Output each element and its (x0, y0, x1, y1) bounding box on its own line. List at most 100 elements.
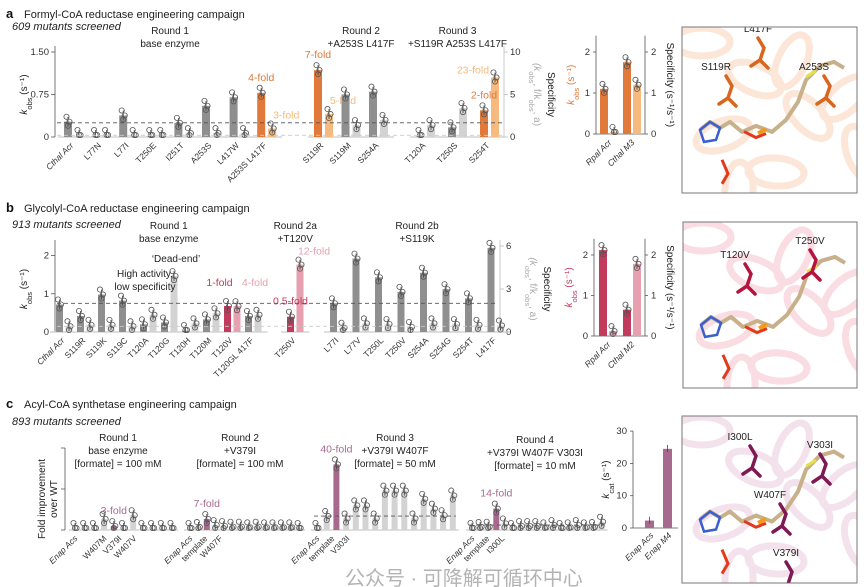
data-point (287, 317, 294, 324)
round-title: [formate] = 50 mM (354, 459, 435, 470)
x-tick-label: S254T (467, 140, 492, 165)
data-point (440, 516, 447, 523)
round-group: Round 1 base enzyme Cthal AcrS119RS119KS11… (35, 221, 268, 379)
fold-label: 3-fold (101, 505, 127, 517)
fold-bar (493, 508, 500, 530)
chart-c: Fold improvementover WT Round 1 base enzym… (37, 433, 608, 566)
data-point (485, 525, 492, 532)
data-point (252, 518, 259, 525)
data-point (354, 502, 361, 509)
mutants-screened: 609 mutants screened (12, 21, 122, 33)
kobs-bar (119, 115, 128, 137)
data-point (419, 490, 426, 497)
x-tick-label: L77V (342, 335, 363, 356)
kobs-replicates (598, 242, 608, 258)
kobs-bar (442, 289, 450, 332)
round-group: Round 4 +V379I W407F V303I [formate] = 10 … (444, 435, 608, 566)
data-point (122, 525, 129, 532)
data-point (204, 102, 211, 109)
data-point (524, 518, 531, 525)
kobs-replicates (373, 269, 383, 285)
kobs-replicates (415, 127, 425, 138)
specificity-replicates (608, 323, 618, 337)
data-point (331, 456, 338, 463)
y-axis-label: kobs (s⁻¹) (19, 74, 34, 114)
data-point (343, 519, 350, 526)
fold-bar (343, 518, 350, 530)
data-point (254, 315, 261, 322)
round-title: Round 2a (274, 221, 318, 232)
kobs-replicates (622, 54, 632, 70)
panel-header-b: b Glycolyl-CoA reductase engineering camp… (6, 200, 250, 231)
residue-sticks (801, 248, 822, 282)
data-point (118, 292, 125, 299)
data-point (246, 312, 253, 319)
kobs-replicates (463, 290, 473, 306)
round-group: Round 3+V379I W407F[formate] = 50 mMEnap… (289, 433, 459, 566)
specificity-replicates (324, 106, 334, 122)
kobs-bar (64, 121, 72, 137)
y2-formula: (kobs, f/kobs, a) (524, 257, 539, 320)
fold-replicates (89, 520, 99, 532)
panel-header-c: c Acyl-CoA synthetase engineering campaig… (6, 396, 237, 428)
fold-label-kobs: 4-fold (248, 72, 274, 84)
x-tick-label: S119C (104, 335, 129, 360)
helix-ribbon (841, 122, 857, 184)
axis-label-part: , a) (531, 112, 542, 126)
residue-label: T250V (795, 236, 825, 247)
axis-label-part: (k (527, 257, 538, 266)
data-point (172, 273, 179, 280)
fold-replicates (261, 519, 271, 532)
data-point (449, 496, 456, 503)
round-title: +T120V (278, 234, 314, 245)
data-point (118, 107, 125, 114)
fold-replicates (419, 490, 429, 506)
data-point (532, 518, 539, 525)
chart-a: 0 0.75 1.50 0 5 10 Specificity Round 1 base enzy… (31, 26, 557, 184)
specificity-replicates (428, 315, 438, 331)
round-title: Round 1 (151, 26, 189, 37)
data-point (255, 523, 262, 530)
data-point (233, 307, 240, 314)
data-point (105, 131, 112, 138)
data-point (63, 113, 70, 120)
data-point (229, 89, 236, 96)
data-point (91, 525, 98, 532)
residue-sticks (811, 452, 832, 486)
data-point (441, 281, 448, 288)
data-point (452, 325, 459, 332)
data-point (625, 59, 632, 66)
specificity-bar (352, 125, 361, 137)
round-group: Round 3 +S119R A253S L417F T120A T250S S254T… (403, 26, 507, 165)
data-point (139, 525, 146, 532)
structure-image-b: T120V T250V (682, 221, 858, 389)
kobs-replicates (118, 107, 128, 123)
data-point (212, 125, 219, 132)
data-point (270, 525, 277, 532)
kobs-replicates (55, 296, 65, 312)
fold-bar (352, 505, 359, 530)
data-point (127, 318, 134, 325)
fold-replicates (70, 520, 80, 532)
data-point (610, 330, 617, 337)
fold-replicates (532, 518, 542, 532)
data-point (162, 319, 169, 326)
data-point (258, 93, 265, 100)
fold-replicates (390, 482, 400, 498)
data-point (97, 286, 104, 293)
residue-sticks (784, 560, 794, 583)
round-title: Round 2 (342, 26, 380, 37)
kobs-replicates (486, 239, 496, 255)
fold-replicates (597, 513, 607, 529)
data-point (461, 105, 468, 112)
data-point (66, 118, 73, 125)
data-point (368, 83, 375, 90)
data-point (262, 525, 269, 532)
kobs-bar (174, 122, 183, 137)
kobs-replicates (396, 283, 406, 299)
data-point (159, 525, 166, 532)
data-point (376, 274, 383, 281)
data-point (383, 487, 390, 494)
data-point (296, 525, 303, 532)
